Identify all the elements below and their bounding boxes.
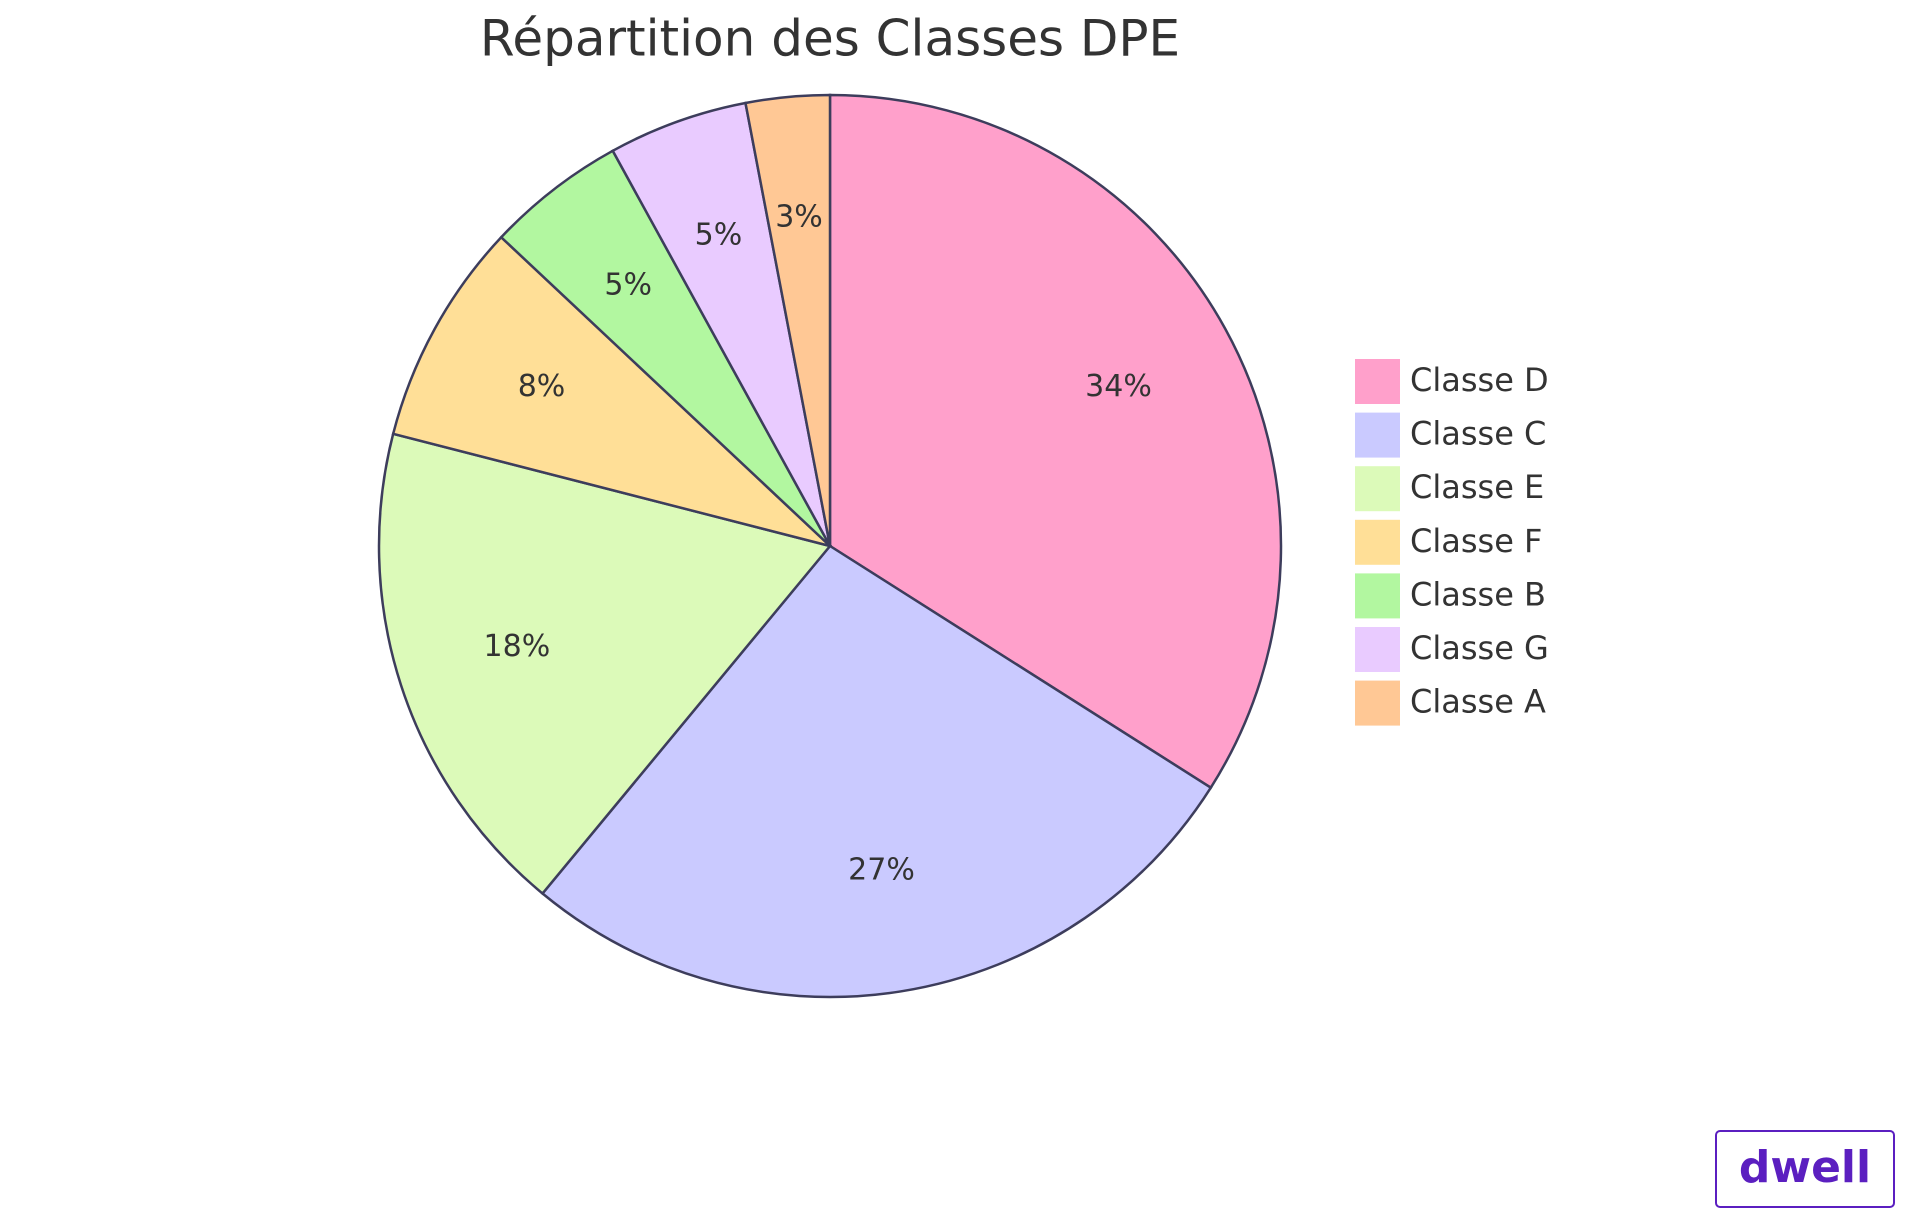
pie-slice xyxy=(540,544,1213,999)
legend-label: Classe D xyxy=(1410,361,1549,399)
pie-slice xyxy=(377,432,833,896)
pie-slice xyxy=(391,235,831,548)
data-label: 5% xyxy=(695,218,743,253)
data-label: 18% xyxy=(484,629,551,664)
data-label: 27% xyxy=(848,853,915,888)
pie-slice xyxy=(499,149,832,547)
data-label: 34% xyxy=(1085,369,1152,404)
legend-swatch xyxy=(1355,573,1400,619)
legend-swatch xyxy=(1355,627,1400,672)
legend-label: Classe G xyxy=(1410,629,1549,667)
legend-label: Classe F xyxy=(1410,522,1542,560)
logo-box xyxy=(1715,1130,1895,1208)
data-label: 3% xyxy=(775,200,823,235)
pie-slice xyxy=(828,93,1283,790)
legend-swatch xyxy=(1355,519,1400,565)
chart-title: Répartition des Classes DPE xyxy=(480,10,1180,68)
legend-label: Classe C xyxy=(1410,415,1546,453)
pie-slice xyxy=(611,101,832,547)
legend-label: Classe B xyxy=(1410,575,1546,613)
logo: dwell xyxy=(1739,1142,1871,1193)
legend-swatch xyxy=(1355,680,1400,726)
data-label: 5% xyxy=(604,267,652,302)
pie-slice xyxy=(744,93,832,547)
legend-swatch xyxy=(1355,412,1400,458)
legend-swatch xyxy=(1355,466,1400,512)
data-label: 8% xyxy=(518,369,566,404)
legend-swatch xyxy=(1355,359,1400,404)
legend-label: Classe E xyxy=(1410,468,1544,506)
legend-label: Classe A xyxy=(1410,683,1546,721)
